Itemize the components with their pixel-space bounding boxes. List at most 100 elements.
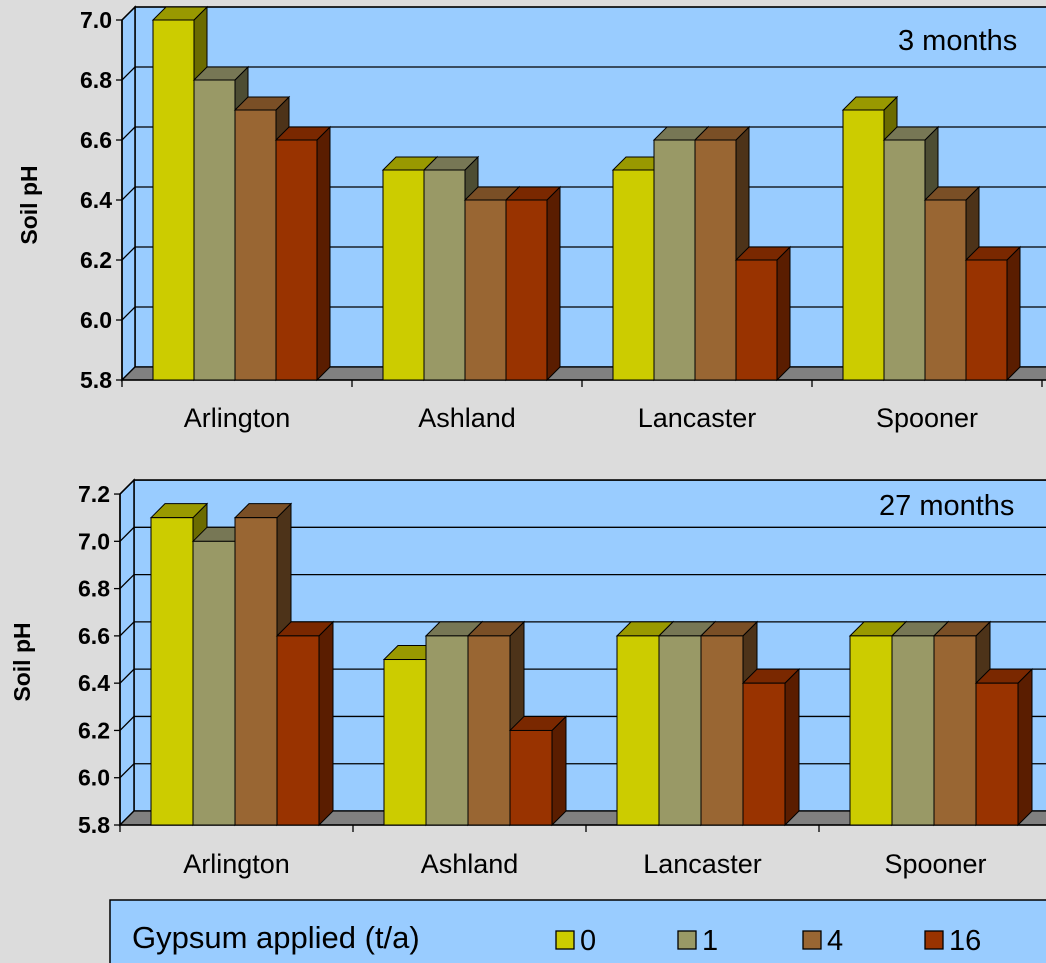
bar-front bbox=[742, 682, 786, 826]
bar-front bbox=[658, 635, 702, 826]
gridline bbox=[121, 186, 1046, 201]
x-category-label: Spooner bbox=[884, 849, 986, 879]
chart-3-months: Soil pH 3 months 5.8 6.0 6.2 6.4 6.6 6.8 7.0 Ar… bbox=[16, 5, 1046, 433]
y-tick-label: 6.0 bbox=[80, 307, 112, 333]
y-tick-label: 6.8 bbox=[80, 67, 112, 93]
bar-side bbox=[1006, 245, 1021, 382]
x-category-label: Arlington bbox=[184, 403, 291, 433]
legend: Gypsum applied (t/a) 0 1 4 16 bbox=[109, 899, 1046, 963]
bar-side bbox=[551, 715, 567, 827]
bar-front bbox=[842, 109, 885, 381]
bar-front bbox=[509, 729, 553, 826]
gridline bbox=[121, 66, 1046, 81]
bars bbox=[151, 5, 1022, 382]
chart-27-months: Soil pH 27 months 5.8 6.0 6.2 6.4 6.6 6.8 7.0 7… bbox=[9, 478, 1046, 879]
y-tick-label: 6.2 bbox=[80, 247, 112, 273]
legend-label: 16 bbox=[949, 925, 981, 957]
bar-front bbox=[275, 139, 318, 381]
y-axis-label: Soil pH bbox=[16, 165, 42, 244]
bar-front bbox=[423, 169, 466, 381]
legend-swatch bbox=[677, 930, 697, 950]
bar-front bbox=[276, 635, 320, 826]
bar bbox=[734, 245, 792, 382]
x-category-label: Arlington bbox=[183, 849, 290, 879]
y-tick-label: 7.0 bbox=[80, 7, 112, 33]
bar-front bbox=[382, 169, 425, 381]
bar-front bbox=[383, 659, 427, 826]
bar-side bbox=[1017, 667, 1033, 827]
bar-front bbox=[891, 635, 935, 826]
legend-label: 4 bbox=[827, 925, 843, 957]
bar-front bbox=[883, 139, 926, 381]
bar bbox=[504, 185, 562, 382]
bar-front bbox=[735, 259, 778, 381]
legend-label: 0 bbox=[580, 925, 596, 957]
bar-front bbox=[464, 199, 507, 381]
y-tick-label: 6.4 bbox=[78, 670, 110, 696]
legend-label: 1 bbox=[702, 925, 718, 957]
bar-front bbox=[425, 635, 469, 826]
bar-side bbox=[784, 667, 800, 827]
gridline bbox=[121, 6, 1046, 21]
bar-side bbox=[776, 245, 791, 382]
x-category-label: Lancaster bbox=[638, 403, 757, 433]
x-category-label: Lancaster bbox=[643, 849, 762, 879]
bar-front bbox=[234, 109, 277, 381]
y-tick-label: 5.8 bbox=[78, 812, 110, 838]
bar-front bbox=[933, 635, 977, 826]
x-category-label: Spooner bbox=[876, 403, 978, 433]
bar bbox=[964, 245, 1022, 382]
bar bbox=[974, 667, 1034, 827]
y-tick-label: 7.0 bbox=[78, 528, 110, 554]
y-tick-label: 6.0 bbox=[78, 765, 110, 791]
y-tick-label: 6.8 bbox=[78, 576, 110, 602]
bar-front bbox=[653, 139, 696, 381]
bars bbox=[149, 502, 1034, 827]
bar-front bbox=[849, 635, 893, 826]
bar-front bbox=[234, 517, 278, 826]
gridline bbox=[119, 479, 1046, 495]
bar-front bbox=[700, 635, 744, 826]
legend-title: Gypsum applied (t/a) bbox=[132, 920, 420, 955]
bar-front bbox=[193, 79, 236, 381]
bar-front bbox=[975, 682, 1019, 826]
y-tick-label: 6.4 bbox=[80, 187, 112, 213]
bar-front bbox=[150, 517, 194, 826]
bar-front bbox=[616, 635, 660, 826]
bar bbox=[741, 667, 801, 827]
bar-front bbox=[965, 259, 1008, 381]
bar-front bbox=[192, 540, 236, 826]
bar-front bbox=[505, 199, 548, 381]
bar-side bbox=[318, 620, 334, 827]
bar-side bbox=[546, 185, 561, 382]
gridline bbox=[119, 573, 1046, 590]
legend-box bbox=[109, 899, 1046, 963]
bar-front bbox=[694, 139, 737, 381]
bar-front bbox=[612, 169, 655, 381]
gridline bbox=[121, 126, 1046, 141]
y-tick-label: 6.6 bbox=[80, 127, 112, 153]
y-tick-label: 6.2 bbox=[78, 717, 110, 743]
bar bbox=[274, 125, 332, 382]
bar-front bbox=[152, 19, 195, 381]
bar bbox=[275, 620, 335, 827]
x-category-label: Ashland bbox=[421, 849, 519, 879]
chart-annotation: 3 months bbox=[898, 25, 1017, 57]
side-wall bbox=[119, 478, 135, 827]
x-category-label: Ashland bbox=[418, 403, 516, 433]
chart-annotation: 27 months bbox=[879, 490, 1014, 522]
y-tick-label: 6.6 bbox=[78, 623, 110, 649]
bar-front bbox=[924, 199, 967, 381]
y-tick-label: 5.8 bbox=[80, 367, 112, 393]
y-tick-label: 7.2 bbox=[78, 481, 110, 507]
bar-front bbox=[467, 635, 511, 826]
legend-swatch bbox=[802, 930, 822, 950]
gridline bbox=[119, 526, 1046, 542]
bar bbox=[508, 715, 568, 827]
bar bbox=[882, 125, 940, 382]
y-axis-label: Soil pH bbox=[9, 622, 35, 701]
bar-side bbox=[316, 125, 331, 382]
legend-swatch bbox=[924, 930, 944, 950]
legend-swatch bbox=[555, 930, 575, 950]
